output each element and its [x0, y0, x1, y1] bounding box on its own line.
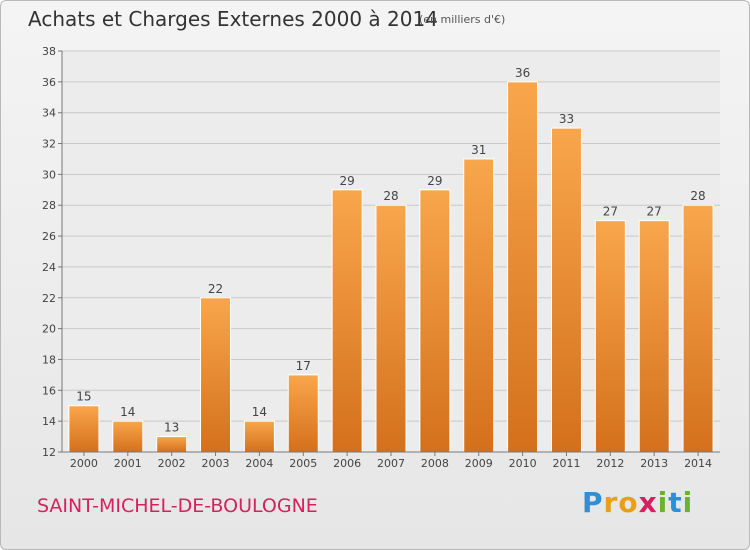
bar-value-label: 31: [471, 143, 486, 157]
bar-value-label: 14: [120, 405, 135, 419]
bar-value-label: 15: [76, 390, 91, 404]
proxiti-logo[interactable]: Proxiti: [582, 486, 693, 519]
x-tick-label: 2013: [640, 457, 668, 470]
logo-letter: P: [582, 486, 604, 519]
y-tick-label: 16: [42, 384, 56, 397]
x-tick-label: 2006: [333, 457, 361, 470]
bar-2008: [419, 189, 451, 453]
chart-title: Achats et Charges Externes 2000 à 2014: [28, 7, 438, 31]
bar-2003: [200, 297, 232, 453]
bar-value-label: 22: [208, 282, 223, 296]
y-tick-label: 36: [42, 76, 56, 89]
x-tick-label: 2007: [377, 457, 405, 470]
logo-letter: t: [668, 486, 683, 519]
y-tick-label: 18: [42, 353, 56, 366]
y-tick-label: 14: [42, 415, 56, 428]
y-tick-label: 28: [42, 199, 56, 212]
x-tick-label: 2002: [158, 457, 186, 470]
y-tick-label: 32: [42, 138, 56, 151]
x-tick-label: 2011: [552, 457, 580, 470]
commune-name: SAINT-MICHEL-DE-BOULOGNE: [37, 495, 318, 517]
bar-2005: [287, 374, 319, 453]
logo-letter: i: [682, 486, 694, 519]
y-tick-label: 30: [42, 168, 56, 181]
x-tick-label: 2004: [245, 457, 273, 470]
bar-2009: [463, 158, 495, 453]
bar-2012: [594, 220, 626, 453]
bar-2004: [243, 420, 275, 453]
y-tick-label: 26: [42, 230, 56, 243]
bar-value-label: 13: [164, 421, 179, 435]
y-tick-label: 20: [42, 323, 56, 336]
bar-value-label: 29: [427, 174, 442, 188]
logo-letter: r: [603, 486, 619, 519]
logo-letter: o: [618, 486, 639, 519]
bar-value-label: 28: [690, 189, 705, 203]
logo-letter: x: [638, 486, 658, 519]
bar-2013: [638, 220, 670, 453]
x-tick-label: 2003: [202, 457, 230, 470]
x-tick-label: 2008: [421, 457, 449, 470]
bar-value-label: 27: [603, 205, 618, 219]
bar-value-label: 14: [252, 405, 267, 419]
y-tick-label: 22: [42, 292, 56, 305]
bar-value-label: 27: [647, 205, 662, 219]
x-tick-label: 2000: [70, 457, 98, 470]
y-tick-label: 24: [42, 261, 56, 274]
y-tick-label: 38: [42, 45, 56, 58]
x-tick-label: 2001: [114, 457, 142, 470]
bar-value-label: 28: [383, 189, 398, 203]
bar-2006: [331, 189, 363, 453]
bar-value-label: 36: [515, 66, 530, 80]
bar-value-label: 29: [339, 174, 354, 188]
bar-2000: [68, 405, 100, 453]
logo-letter: i: [657, 486, 669, 519]
x-tick-label: 2005: [289, 457, 317, 470]
bar-2011: [550, 127, 582, 453]
y-tick-label: 12: [42, 446, 56, 459]
bar-value-label: 33: [559, 112, 574, 126]
x-tick-label: 2009: [465, 457, 493, 470]
bar-2014: [682, 204, 714, 453]
y-tick-label: 34: [42, 107, 56, 120]
chart-unit: (en milliers d'€): [419, 13, 506, 26]
x-tick-label: 2014: [684, 457, 712, 470]
bar-2010: [507, 81, 539, 453]
bar-2001: [112, 420, 144, 453]
bar-2007: [375, 204, 407, 453]
x-tick-label: 2012: [596, 457, 624, 470]
bar-value-label: 17: [296, 359, 311, 373]
bar-2002: [156, 436, 188, 453]
x-tick-label: 2010: [509, 457, 537, 470]
